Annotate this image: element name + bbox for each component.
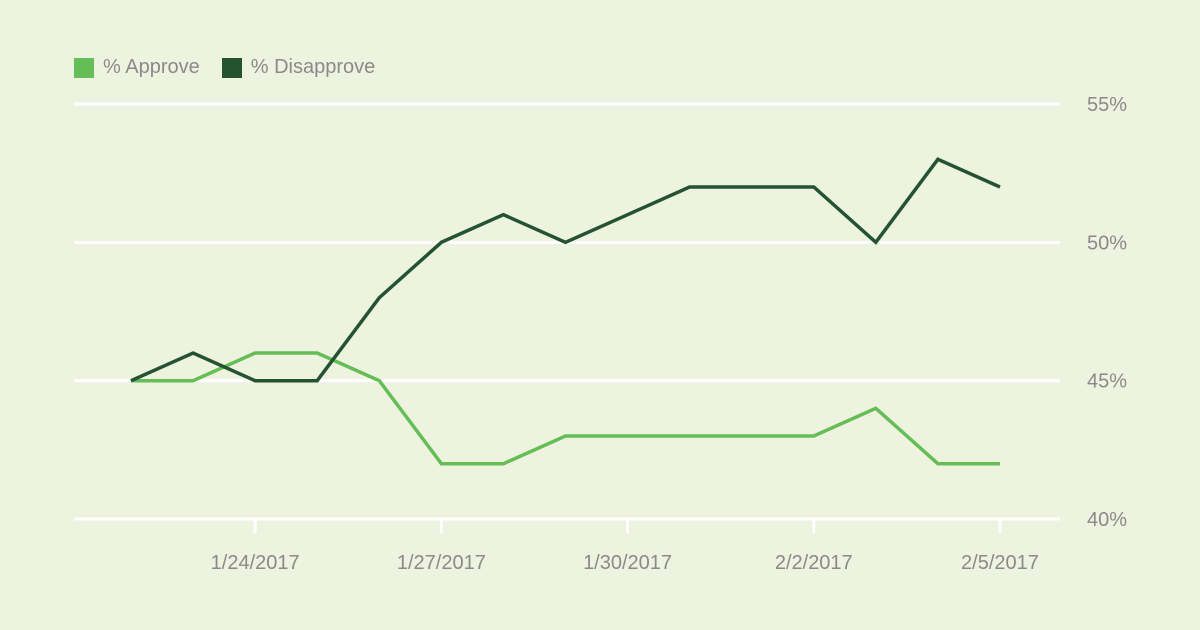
y-tick-label: 50%	[1087, 232, 1127, 254]
x-tick-label: 1/27/2017	[397, 552, 486, 574]
legend-label-disapprove: % Disapprove	[250, 56, 376, 78]
x-tick-label: 2/2/2017	[775, 552, 853, 574]
y-tick-label: 55%	[1087, 94, 1127, 116]
legend: % Approve % Disapprove	[74, 56, 375, 79]
legend-swatch-approve	[74, 57, 94, 78]
y-axis-labels: 40% 45% 50% 55%	[1087, 94, 1127, 531]
legend-label-approve: % Approve	[103, 56, 200, 78]
series-lines	[130, 157, 1001, 466]
x-tick-label: 1/24/2017	[211, 552, 300, 574]
gridlines	[74, 102, 1060, 521]
series-line-approve	[131, 351, 1000, 466]
x-axis-labels: 1/24/2017 1/27/2017 1/30/2017 2/2/2017 2/5/2…	[211, 552, 1039, 574]
y-tick-label: 40%	[1087, 509, 1127, 531]
y-tick-label: 45%	[1087, 371, 1127, 393]
legend-swatch-disapprove	[221, 57, 242, 78]
legend-item-approve[interactable]: % Approve	[74, 56, 200, 79]
x-axis-ticks	[253, 519, 1002, 533]
x-tick-label: 2/5/2017	[961, 552, 1039, 574]
x-tick-label: 1/30/2017	[583, 552, 672, 574]
series-line-disapprove	[130, 157, 1001, 383]
legend-item-disapprove[interactable]: % Disapprove	[221, 56, 376, 79]
